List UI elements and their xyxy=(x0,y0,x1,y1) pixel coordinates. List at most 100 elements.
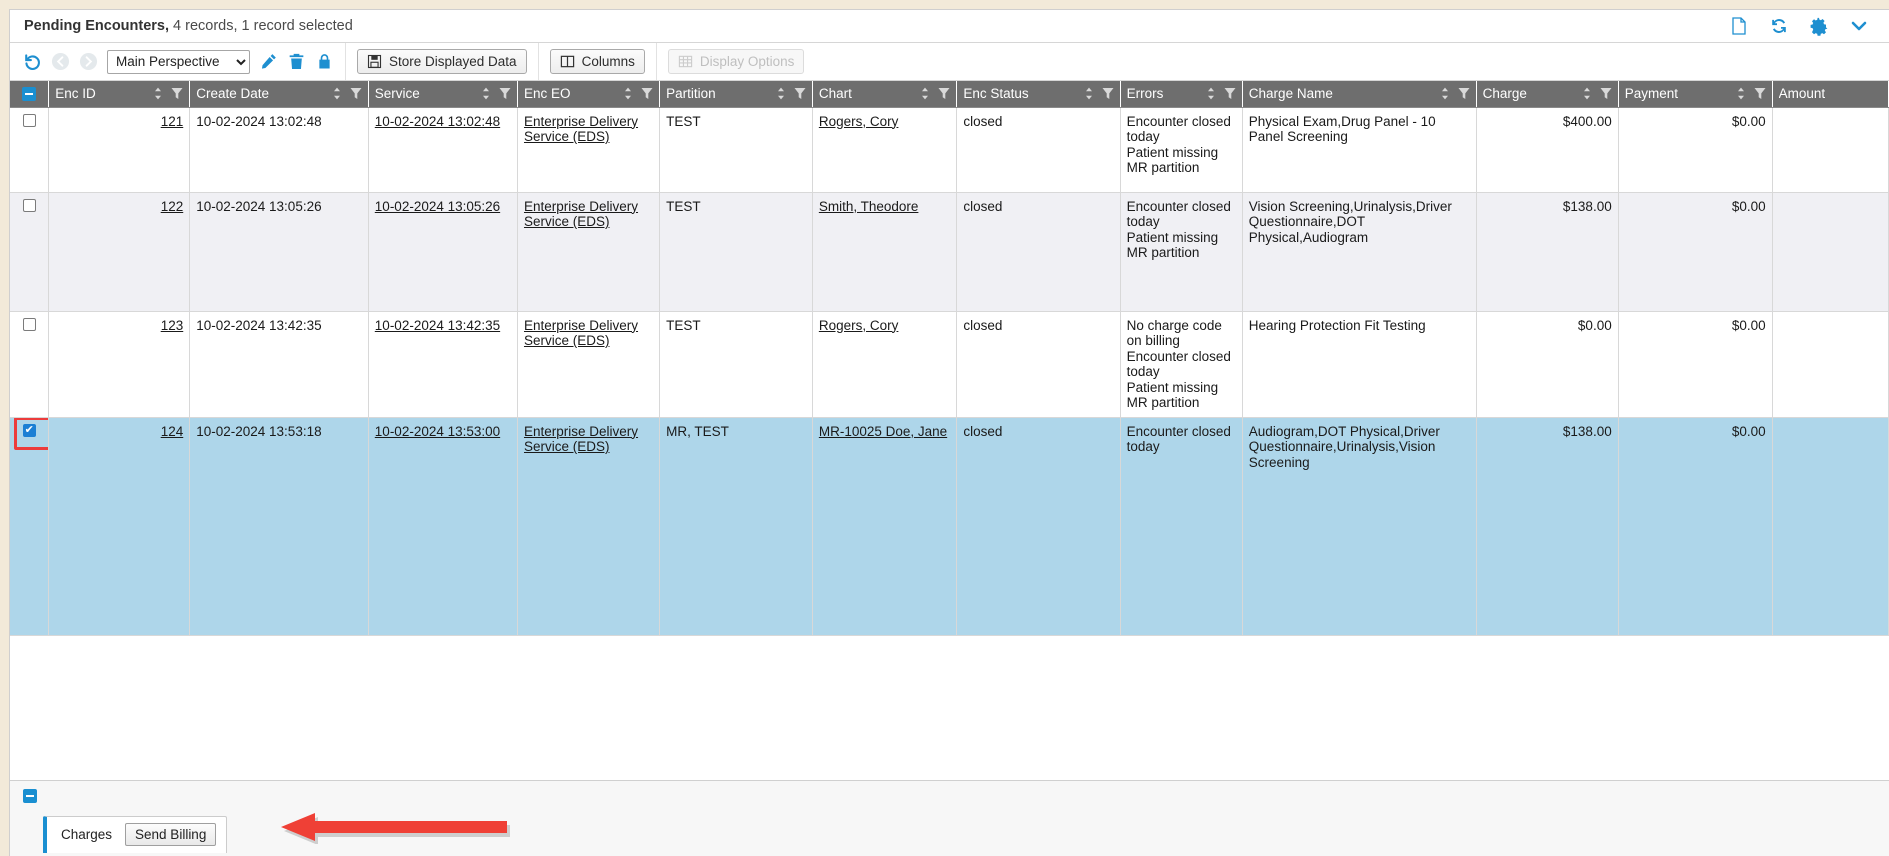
funnel-icon[interactable] xyxy=(1754,87,1766,100)
column-header-errors[interactable]: Errors xyxy=(1120,81,1243,108)
sort-updown-icon[interactable] xyxy=(480,87,492,100)
row-checkbox[interactable] xyxy=(22,198,36,212)
chart-link[interactable]: Rogers, Cory xyxy=(818,113,899,129)
previous-arrow-icon[interactable] xyxy=(51,52,70,71)
column-header-label: Create Date xyxy=(196,86,270,102)
encounters-table: Enc ID Create Date Service Enc EO Partition C… xyxy=(10,81,1889,636)
detail-collapse-icon[interactable] xyxy=(23,789,37,803)
sort-updown-icon[interactable] xyxy=(1581,87,1593,100)
enc_id-link[interactable]: 122 xyxy=(160,198,184,214)
row-checkbox[interactable] xyxy=(22,113,36,127)
cell-partition: TEST xyxy=(659,192,813,312)
table-row[interactable]: 122 10-02-2024 13:05:26 10-02-2024 13:05:2… xyxy=(10,192,1889,312)
row-checkbox[interactable] xyxy=(22,423,36,437)
column-header-label: Service xyxy=(374,86,420,102)
funnel-icon[interactable] xyxy=(938,87,950,100)
pencil-icon[interactable] xyxy=(259,52,278,71)
sort-updown-icon[interactable] xyxy=(1439,87,1451,100)
perspective-select[interactable]: Main Perspective xyxy=(107,49,250,74)
column-header-amount[interactable]: Amount xyxy=(1772,81,1889,108)
sort-updown-icon[interactable] xyxy=(152,87,164,100)
table-row[interactable]: 124 10-02-2024 13:53:18 10-02-2024 13:53:0… xyxy=(10,417,1889,636)
cell-chart: Smith, Theodore xyxy=(812,192,958,312)
next-arrow-icon[interactable] xyxy=(79,52,98,71)
column-header-chart[interactable]: Chart xyxy=(812,81,958,108)
table-row[interactable]: 121 10-02-2024 13:02:48 10-02-2024 13:02:4… xyxy=(10,107,1889,193)
chevron-down-icon[interactable] xyxy=(1849,16,1869,36)
tab-charges[interactable]: Charges xyxy=(61,827,113,842)
sort-updown-icon[interactable] xyxy=(1735,87,1747,100)
table-header: Enc ID Create Date Service Enc EO Partition C… xyxy=(10,81,1889,108)
chart-link[interactable]: Rogers, Cory xyxy=(818,317,899,333)
enc_eo-link[interactable]: Enterprise Delivery Service (EDS) xyxy=(523,317,639,349)
undo-icon[interactable] xyxy=(23,52,42,71)
sort-updown-icon[interactable] xyxy=(331,87,343,100)
cell-enc_eo: Enterprise Delivery Service (EDS) xyxy=(517,192,661,312)
column-header-enc_status[interactable]: Enc Status xyxy=(956,81,1121,108)
row-checkbox[interactable] xyxy=(22,317,36,331)
sort-updown-icon[interactable] xyxy=(1205,87,1217,100)
service-link[interactable]: 10-02-2024 13:05:26 xyxy=(374,198,501,214)
row-select-cell[interactable] xyxy=(10,417,50,636)
column-header-label: Enc EO xyxy=(523,86,571,102)
minus-box-icon[interactable] xyxy=(22,86,37,101)
enc_id-link[interactable]: 121 xyxy=(160,113,184,129)
cell-partition: TEST xyxy=(659,311,813,418)
enc_id-link[interactable]: 123 xyxy=(160,317,184,333)
column-header-enc_id[interactable]: Enc ID xyxy=(48,81,191,108)
cell-enc_eo: Enterprise Delivery Service (EDS) xyxy=(517,311,661,418)
funnel-icon[interactable] xyxy=(350,87,362,100)
new-document-icon[interactable] xyxy=(1729,16,1749,36)
refresh-icon[interactable] xyxy=(1769,16,1789,36)
enc_id-link[interactable]: 124 xyxy=(160,423,184,439)
gear-icon[interactable] xyxy=(1809,16,1829,36)
cell-charge: $138.00 xyxy=(1476,192,1619,312)
service-link[interactable]: 10-02-2024 13:42:35 xyxy=(374,317,501,333)
columns-button[interactable]: Columns xyxy=(549,49,645,74)
column-header-charge_name[interactable]: Charge Name xyxy=(1242,81,1477,108)
titlebar-actions xyxy=(1729,16,1879,36)
enc_eo-link[interactable]: Enterprise Delivery Service (EDS) xyxy=(523,423,639,455)
enc_eo-link[interactable]: Enterprise Delivery Service (EDS) xyxy=(523,198,639,230)
encounters-grid: Enc ID Create Date Service Enc EO Partition C… xyxy=(10,81,1889,780)
funnel-icon[interactable] xyxy=(499,87,511,100)
send-billing-button[interactable]: Send Billing xyxy=(125,823,217,846)
column-header-charge[interactable]: Charge xyxy=(1476,81,1619,108)
lock-icon[interactable] xyxy=(315,52,334,71)
service-link[interactable]: 10-02-2024 13:53:00 xyxy=(374,423,501,439)
column-header-enc_eo[interactable]: Enc EO xyxy=(517,81,661,108)
cell-charge_name: Physical Exam,Drug Panel - 10 Panel Scre… xyxy=(1242,107,1477,193)
funnel-icon[interactable] xyxy=(1224,87,1236,100)
column-header-payment[interactable]: Payment xyxy=(1618,81,1773,108)
funnel-icon[interactable] xyxy=(1458,87,1470,100)
sort-updown-icon[interactable] xyxy=(1083,87,1095,100)
enc_eo-link[interactable]: Enterprise Delivery Service (EDS) xyxy=(523,113,639,145)
funnel-icon[interactable] xyxy=(641,87,653,100)
sort-updown-icon[interactable] xyxy=(775,87,787,100)
funnel-icon[interactable] xyxy=(1102,87,1114,100)
detail-tabstrip: Charges Send Billing xyxy=(43,816,228,853)
display-options-button[interactable]: Display Options xyxy=(667,49,805,74)
store-displayed-data-button[interactable]: Store Displayed Data xyxy=(357,49,527,74)
funnel-icon[interactable] xyxy=(794,87,806,100)
row-select-cell[interactable] xyxy=(10,192,50,312)
service-link[interactable]: 10-02-2024 13:02:48 xyxy=(374,113,501,129)
column-header-partition[interactable]: Partition xyxy=(659,81,813,108)
row-select-cell[interactable] xyxy=(10,107,50,193)
column-header-label: Enc Status xyxy=(963,86,1029,102)
chart-link[interactable]: Smith, Theodore xyxy=(818,198,919,214)
funnel-icon[interactable] xyxy=(1600,87,1612,100)
column-header-label: Payment xyxy=(1624,86,1678,102)
chart-link[interactable]: MR-10025 Doe, Jane xyxy=(818,423,948,439)
funnel-icon[interactable] xyxy=(171,87,183,100)
trash-icon[interactable] xyxy=(287,52,306,71)
cell-enc_status: closed xyxy=(956,311,1121,418)
column-header-create_date[interactable]: Create Date xyxy=(189,81,369,108)
select-all-header[interactable] xyxy=(10,81,50,108)
column-header-label: Errors xyxy=(1126,86,1164,102)
row-select-cell[interactable] xyxy=(10,311,50,418)
table-row[interactable]: 123 10-02-2024 13:42:35 10-02-2024 13:42:3… xyxy=(10,311,1889,418)
sort-updown-icon[interactable] xyxy=(622,87,634,100)
column-header-service[interactable]: Service xyxy=(368,81,518,108)
sort-updown-icon[interactable] xyxy=(919,87,931,100)
